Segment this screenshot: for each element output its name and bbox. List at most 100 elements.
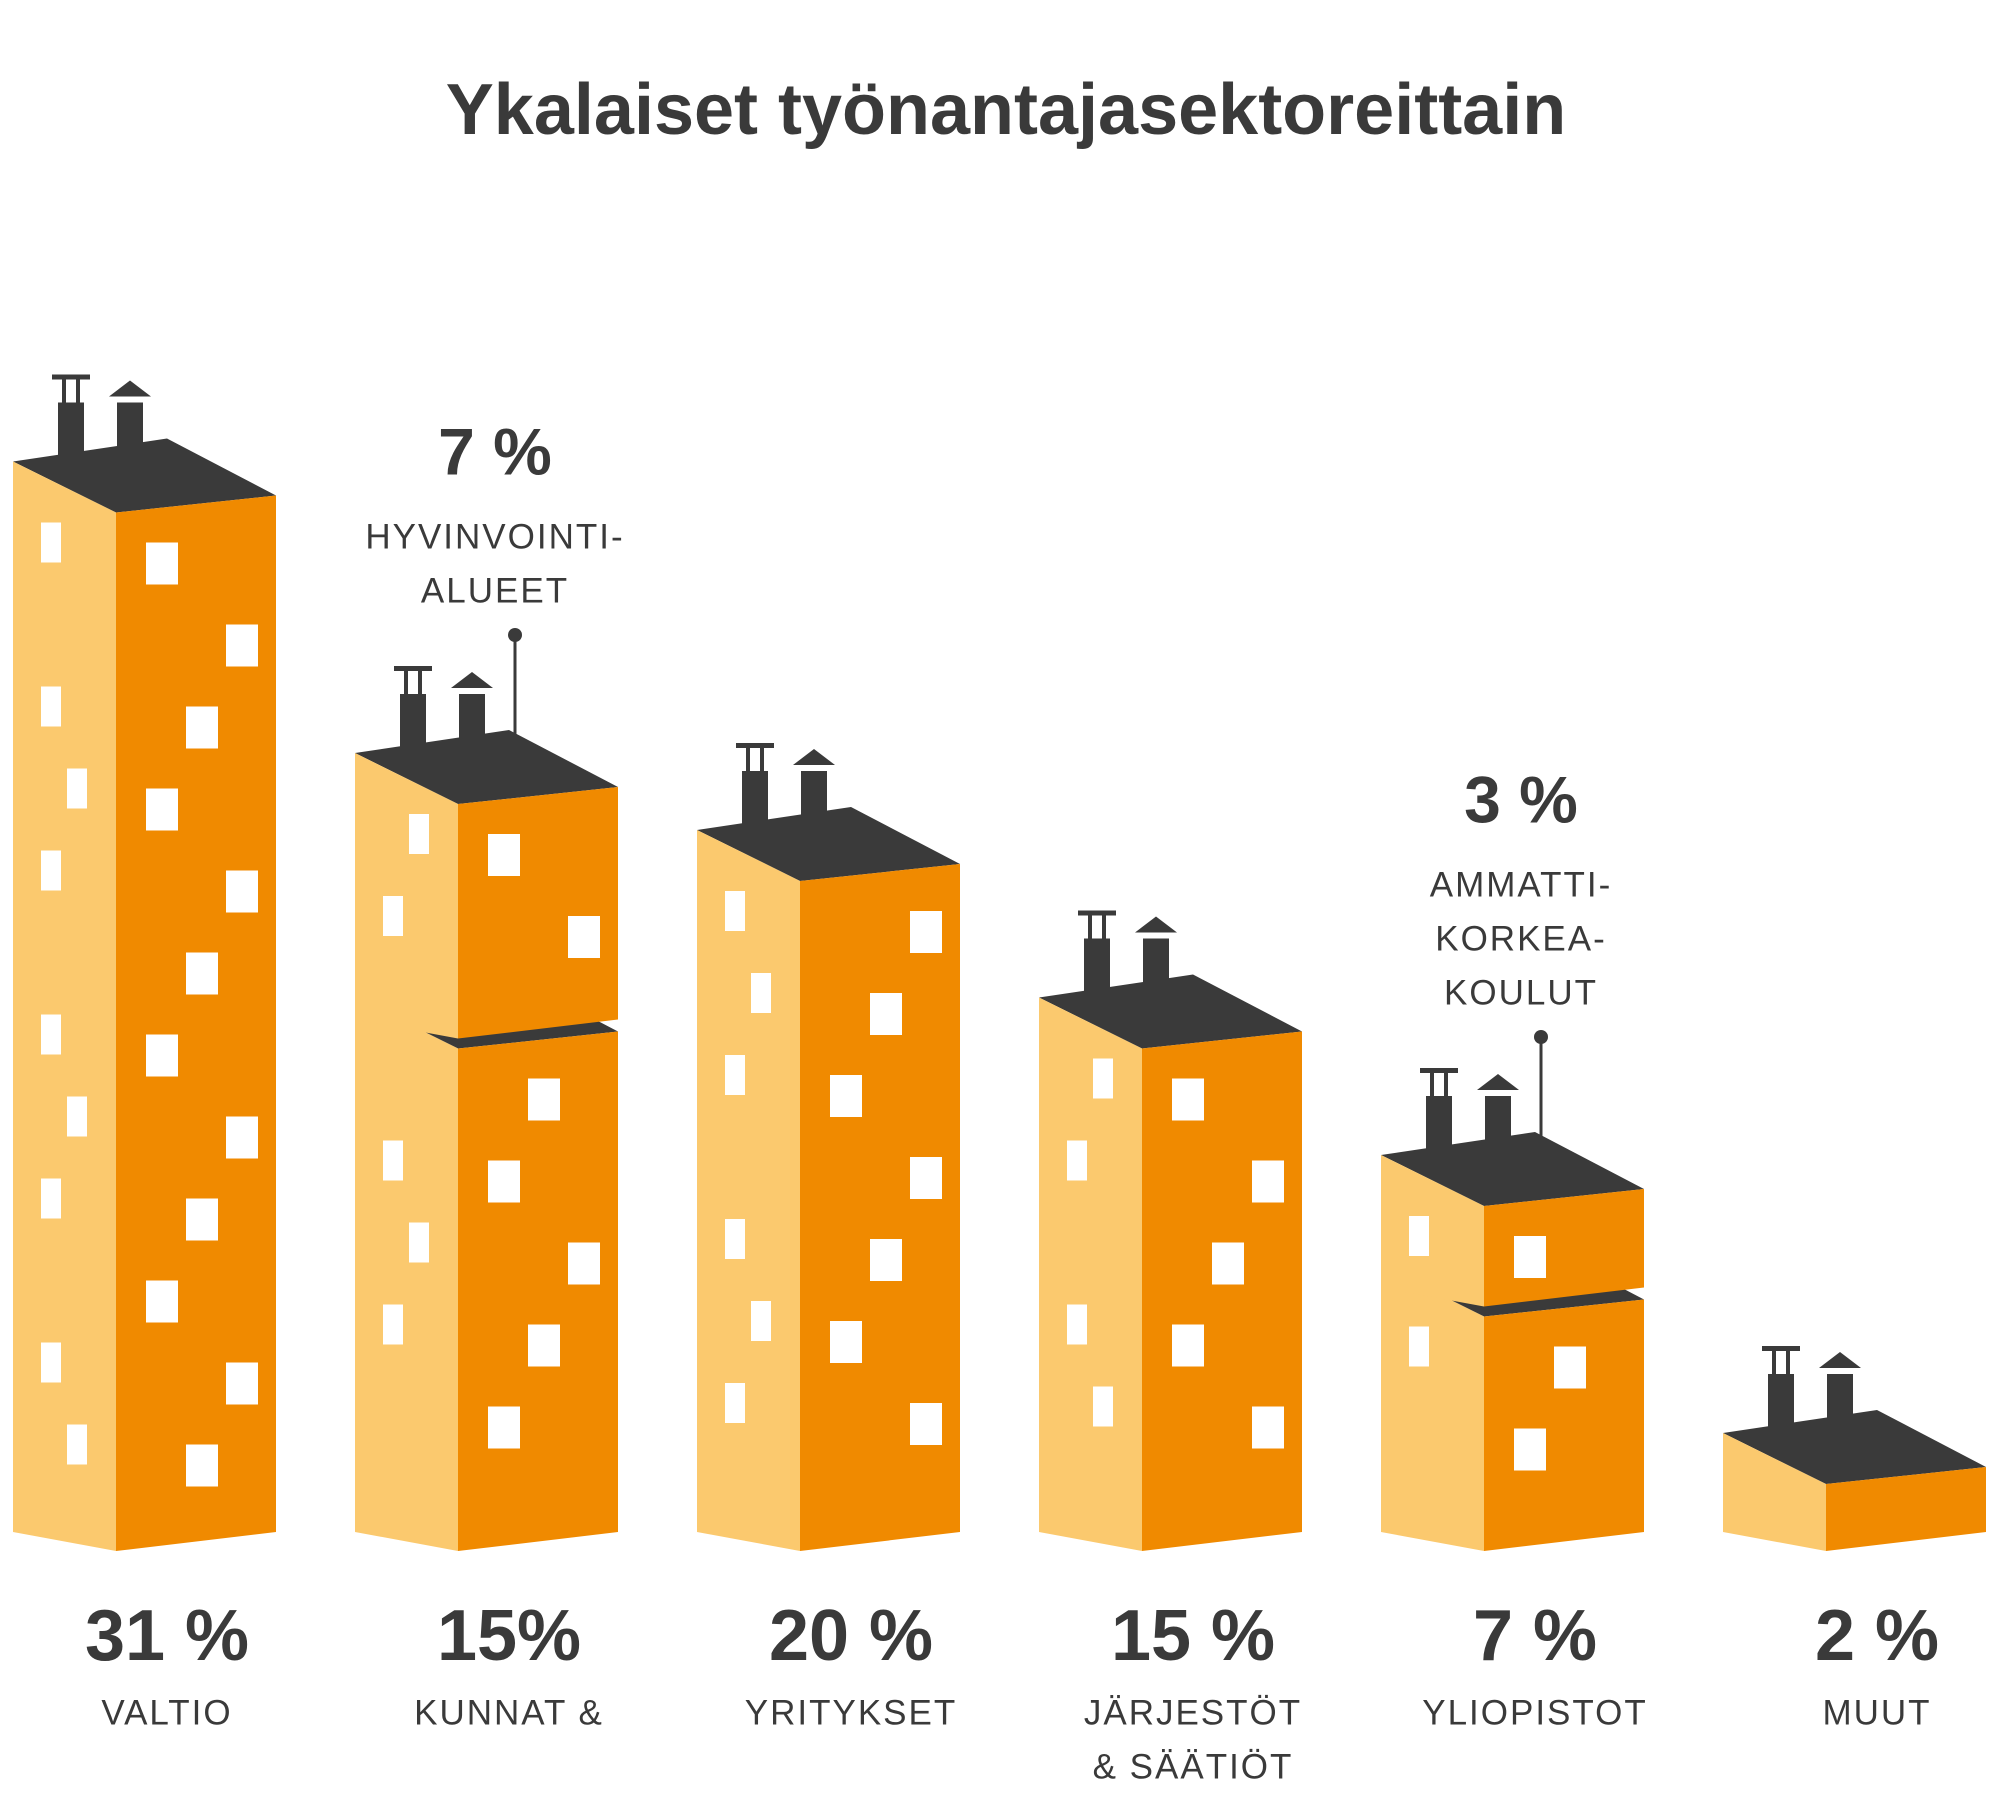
window	[568, 1242, 600, 1285]
chimney	[1768, 1374, 1794, 1429]
window	[725, 891, 745, 931]
window	[409, 814, 429, 854]
window	[1252, 1160, 1284, 1203]
chimney-pipe	[760, 743, 764, 771]
window	[1172, 1078, 1204, 1121]
window	[186, 952, 218, 995]
building-block	[355, 666, 618, 1039]
chimney-cap	[736, 743, 774, 748]
annotation-value: 7 %	[438, 414, 552, 488]
chimney-hood	[793, 749, 835, 765]
window	[1093, 1058, 1113, 1099]
window	[146, 1034, 178, 1077]
category-label: MUUT	[1822, 1693, 1931, 1732]
chimney-cap	[1420, 1068, 1458, 1073]
chimney	[400, 694, 426, 749]
chimney-pipe	[62, 374, 66, 403]
window	[725, 1055, 745, 1095]
window	[1409, 1216, 1429, 1256]
chimney-cap	[394, 666, 432, 671]
window	[1212, 1242, 1244, 1285]
side-face	[355, 997, 458, 1551]
annotation-label: KOULUT	[1444, 973, 1598, 1012]
window	[226, 1362, 258, 1405]
chimney	[1084, 938, 1110, 994]
value-label: 15%	[437, 1596, 581, 1676]
window	[568, 916, 600, 958]
category-label: VALTIO	[101, 1693, 232, 1732]
chimney-pipe	[418, 666, 422, 694]
chimney	[1426, 1096, 1452, 1151]
window	[830, 1321, 862, 1363]
window	[1067, 1304, 1087, 1345]
category-label: YRITYKSET	[745, 1693, 957, 1732]
value-label: 7 %	[1473, 1596, 1597, 1676]
annotation-dot	[1534, 1030, 1548, 1044]
window	[383, 896, 403, 936]
front-face	[1484, 1299, 1644, 1551]
building-block	[1381, 1068, 1644, 1307]
window	[41, 522, 61, 563]
chimney-pipe	[1444, 1068, 1448, 1096]
window	[41, 850, 61, 891]
window	[870, 1239, 902, 1281]
window	[186, 1198, 218, 1241]
chimney	[1485, 1096, 1511, 1151]
window	[528, 1324, 560, 1367]
window	[830, 1075, 862, 1117]
front-face	[1142, 1031, 1302, 1551]
category-label: & SÄÄTIÖT	[1093, 1747, 1294, 1786]
window	[1252, 1406, 1284, 1449]
side-face	[1381, 1155, 1484, 1307]
window	[226, 1116, 258, 1159]
chimney-hood	[1819, 1352, 1861, 1368]
chimney-hood	[1477, 1074, 1519, 1090]
side-face	[1723, 1433, 1826, 1551]
chimney-pipe	[1786, 1346, 1790, 1374]
window	[146, 1280, 178, 1323]
window	[1514, 1236, 1546, 1278]
building-block	[697, 743, 960, 1551]
value-label: 31 %	[85, 1596, 249, 1676]
window	[41, 1014, 61, 1055]
window	[751, 973, 771, 1013]
chimney-cap	[1078, 910, 1116, 916]
front-face	[800, 864, 960, 1551]
building-block	[1039, 910, 1302, 1551]
window	[67, 1096, 87, 1137]
chimney	[801, 771, 827, 826]
category-label: JÄRJESTÖT	[1084, 1693, 1302, 1732]
chimney-pipe	[1772, 1346, 1776, 1374]
category-label: YLIOPISTOT	[1422, 1693, 1648, 1732]
window	[1067, 1140, 1087, 1181]
window	[67, 1424, 87, 1465]
chimney-pipe	[404, 666, 408, 694]
chimney-pipe	[1088, 910, 1092, 939]
window	[488, 1406, 520, 1449]
chimney	[742, 771, 768, 826]
window	[488, 834, 520, 876]
window	[383, 1304, 403, 1345]
chimney	[459, 694, 485, 749]
chimney-cap	[52, 374, 90, 380]
window	[488, 1160, 520, 1203]
chimney	[1143, 938, 1169, 994]
window	[409, 1222, 429, 1263]
annotation-label: KORKEA-	[1435, 919, 1607, 958]
chart-title: Ykalaiset työnantajasektoreittain	[446, 70, 1566, 150]
chimney	[117, 402, 143, 458]
window	[910, 1403, 942, 1445]
window	[67, 768, 87, 809]
front-face	[458, 787, 618, 1039]
window	[1093, 1386, 1113, 1427]
chimney-hood	[451, 672, 493, 688]
chimney-hood	[109, 380, 151, 397]
side-face	[355, 753, 458, 1039]
annotation-dot	[508, 628, 522, 642]
window	[383, 1140, 403, 1181]
window	[725, 1219, 745, 1259]
building-block	[13, 374, 276, 1551]
chimney-cap	[1762, 1346, 1800, 1351]
building-block	[1723, 1346, 1986, 1551]
